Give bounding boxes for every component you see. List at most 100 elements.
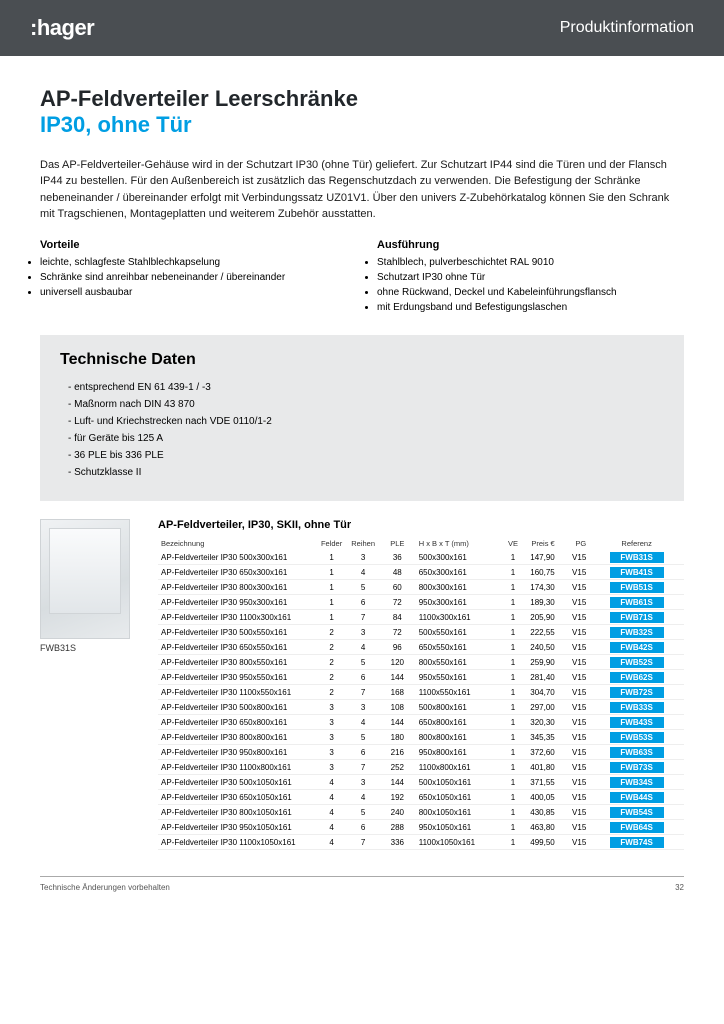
table-cell: 216 [379,745,416,760]
product-table-column: AP-Feldverteiler, IP30, SKII, ohne Tür B… [158,519,684,850]
reference-badge: FWB71S [610,612,664,623]
brand-logo: :hager [30,15,94,41]
table-cell: 2 [316,655,348,670]
table-cell: 650x1050x161 [416,790,500,805]
table-cell: FWB44S [589,790,684,805]
table-cell: V15 [558,670,590,685]
list-item: Schränke sind anreihbar nebeneinander / … [40,270,347,285]
table-cell: 800x1050x161 [416,805,500,820]
intro-paragraph: Das AP-Feldverteiler-Gehäuse wird in der… [40,157,684,223]
table-cell: 1 [500,730,526,745]
table-cell: 4 [347,790,379,805]
feature-columns: Vorteile leichte, schlagfeste Stahlblech… [40,237,684,316]
table-cell: 1 [500,835,526,850]
table-cell: 7 [347,685,379,700]
table-cell: 320,30 [526,715,558,730]
table-cell: FWB52S [589,655,684,670]
product-image-column: FWB31S [40,519,140,850]
table-cell: V15 [558,760,590,775]
table-row: AP-Feldverteiler IP30 800x550x1612512080… [158,655,684,670]
table-cell: AP-Feldverteiler IP30 500x800x161 [158,700,316,715]
title-line2: IP30, ohne Tür [40,112,684,138]
table-cell: 6 [347,595,379,610]
table-cell: 950x550x161 [416,670,500,685]
table-cell: 4 [316,775,348,790]
list-item: für Geräte bis 125 A [60,430,664,447]
table-cell: 3 [316,730,348,745]
table-cell: 7 [347,760,379,775]
table-cell: 2 [316,640,348,655]
table-row: AP-Feldverteiler IP30 500x800x1613310850… [158,700,684,715]
product-image [40,519,130,639]
table-cell: 3 [347,700,379,715]
table-cell: 1 [500,745,526,760]
table-cell: V15 [558,805,590,820]
table-cell: 72 [379,595,416,610]
table-cell: AP-Feldverteiler IP30 950x550x161 [158,670,316,685]
table-cell: 371,55 [526,775,558,790]
table-cell: 281,40 [526,670,558,685]
table-cell: FWB31S [589,550,684,565]
table-cell: 950x1050x161 [416,820,500,835]
footer-page-number: 32 [675,883,684,892]
table-cell: 400,05 [526,790,558,805]
table-cell: 950x800x161 [416,745,500,760]
table-cell: 160,75 [526,565,558,580]
reference-badge: FWB52S [610,657,664,668]
table-cell: 1 [316,580,348,595]
table-cell: FWB62S [589,670,684,685]
technical-data-box: Technische Daten entsprechend EN 61 439-… [40,335,684,501]
list-item: 36 PLE bis 336 PLE [60,447,664,464]
table-cell: 168 [379,685,416,700]
reference-badge: FWB72S [610,687,664,698]
execution-list: Stahlblech, pulverbeschichtet RAL 9010Sc… [377,255,684,315]
product-image-caption: FWB31S [40,643,140,653]
table-cell: AP-Feldverteiler IP30 1100x1050x161 [158,835,316,850]
table-cell: 297,00 [526,700,558,715]
table-cell: 1 [500,550,526,565]
table-cell: 189,30 [526,595,558,610]
table-cell: FWB42S [589,640,684,655]
table-row: AP-Feldverteiler IP30 950x300x1611672950… [158,595,684,610]
table-cell: 84 [379,610,416,625]
execution-heading: Ausführung [377,237,684,254]
table-cell: V15 [558,775,590,790]
reference-badge: FWB61S [610,597,664,608]
execution-column: Ausführung Stahlblech, pulverbeschichtet… [377,237,684,316]
table-cell: 500x800x161 [416,700,500,715]
table-cell: 3 [347,625,379,640]
table-cell: 1 [500,625,526,640]
table-cell: 5 [347,580,379,595]
reference-badge: FWB42S [610,642,664,653]
table-cell: 36 [379,550,416,565]
table-cell: AP-Feldverteiler IP30 650x800x161 [158,715,316,730]
table-cell: AP-Feldverteiler IP30 800x800x161 [158,730,316,745]
table-cell: V15 [558,580,590,595]
table-cell: 3 [316,700,348,715]
table-cell: 372,60 [526,745,558,760]
reference-badge: FWB41S [610,567,664,578]
table-row: AP-Feldverteiler IP30 1100x1050x16147336… [158,835,684,850]
table-header-cell: PLE [379,537,416,550]
table-cell: 3 [316,715,348,730]
table-cell: 345,35 [526,730,558,745]
table-cell: FWB54S [589,805,684,820]
table-cell: 5 [347,730,379,745]
table-cell: FWB71S [589,610,684,625]
table-cell: 3 [347,775,379,790]
table-cell: V15 [558,745,590,760]
product-area: FWB31S AP-Feldverteiler, IP30, SKII, ohn… [40,519,684,850]
page-header: :hager Produktinformation [0,0,724,56]
table-cell: 1 [316,565,348,580]
table-row: AP-Feldverteiler IP30 950x800x1613621695… [158,745,684,760]
table-row: AP-Feldverteiler IP30 500x1050x161431445… [158,775,684,790]
table-cell: FWB43S [589,715,684,730]
table-cell: 174,30 [526,580,558,595]
table-cell: 1 [500,610,526,625]
table-cell: 1 [500,805,526,820]
table-header-cell: Preis € [526,537,558,550]
reference-badge: FWB73S [610,762,664,773]
table-cell: V15 [558,835,590,850]
table-cell: 222,55 [526,625,558,640]
reference-badge: FWB62S [610,672,664,683]
